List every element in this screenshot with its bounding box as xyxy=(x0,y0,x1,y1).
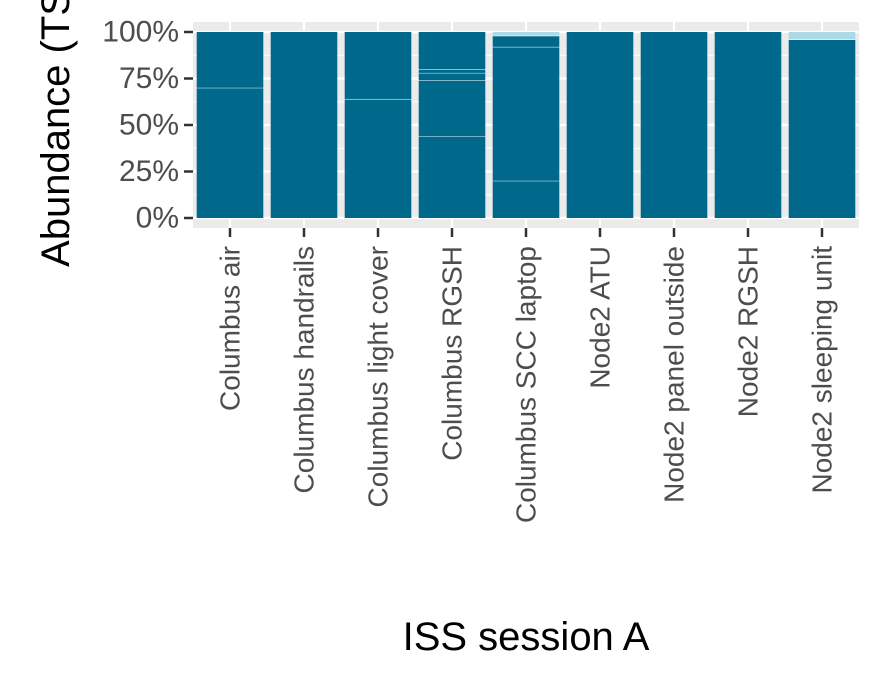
bar-segment xyxy=(418,136,486,218)
bar-segment xyxy=(418,32,486,70)
x-tick-label: Columbus RGSH xyxy=(437,246,468,461)
x-tick-label: Columbus air xyxy=(215,246,246,411)
x-tick-label: Node2 RGSH xyxy=(733,246,764,417)
y-tick-label: 25% xyxy=(119,155,179,188)
bar-segment xyxy=(492,35,560,47)
bar-segment xyxy=(418,80,486,137)
bar-segment xyxy=(714,32,782,218)
x-tick-label: Columbus SCC laptop xyxy=(511,246,542,523)
x-axis-title: ISS session A xyxy=(403,615,650,659)
bars xyxy=(196,32,856,218)
bar-segment xyxy=(640,32,708,218)
bar-segment xyxy=(344,98,412,218)
y-axis-title: Abundance (TS xyxy=(34,0,78,267)
bar-segment xyxy=(788,39,856,218)
y-tick-label: 75% xyxy=(119,62,179,95)
x-tick-label: Columbus light cover xyxy=(363,246,394,507)
y-tick-label: 0% xyxy=(136,202,179,235)
y-tick-label: 50% xyxy=(119,109,179,142)
bar-segment xyxy=(566,32,634,218)
x-tick-label: Node2 panel outside xyxy=(659,246,690,503)
x-axis: Columbus air Columbus handrails Columbus l… xyxy=(215,228,838,523)
bar-segment xyxy=(344,32,412,99)
bar-segment xyxy=(196,32,264,88)
y-axis: 0% 25% 50% 75% 100% xyxy=(102,16,193,235)
bar-segment xyxy=(492,46,560,181)
x-tick-label: Node2 ATU xyxy=(585,246,616,389)
bar-segment xyxy=(492,32,560,36)
bar-segment xyxy=(418,72,486,81)
bar-segment xyxy=(788,32,856,40)
bar-segment xyxy=(492,180,560,218)
x-tick-label: Columbus handrails xyxy=(289,246,320,493)
bar-segment xyxy=(196,87,264,218)
bar-segment xyxy=(418,69,486,73)
x-tick-label: Node2 sleeping unit xyxy=(807,246,838,494)
bar-segment xyxy=(270,32,338,218)
y-tick-label: 100% xyxy=(102,16,179,49)
